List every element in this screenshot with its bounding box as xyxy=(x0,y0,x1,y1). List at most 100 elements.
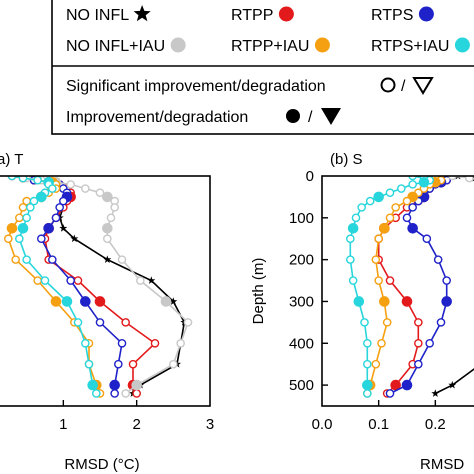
panel-a-point-rtpp xyxy=(121,318,130,327)
panel-a-point-rtps-iau xyxy=(29,196,39,206)
legend-frame xyxy=(51,0,474,135)
panel-b-label: (b) S xyxy=(330,151,363,168)
panel-b-point-rtpp xyxy=(390,379,401,391)
panel-a-x-tick-label: 3 xyxy=(206,416,214,433)
panel-b-point-rtps-iau xyxy=(347,222,359,234)
panel-a-point-rtpp xyxy=(94,296,106,307)
panel-a-point-rtpp-iau xyxy=(18,203,28,212)
panel-a-point-rtps xyxy=(51,213,61,223)
panel-b-point-rtps-iau xyxy=(346,234,355,244)
panel-a-point-rtps xyxy=(117,338,127,348)
panel-b-point-rtpp-iau xyxy=(374,276,383,285)
panel-b-point-rtpp-iau xyxy=(379,296,390,307)
panel-b-point-rtpp-iau xyxy=(377,338,386,348)
significant-improvement-open-circle-icon xyxy=(380,77,396,93)
panel-b-point-rtps xyxy=(407,222,418,234)
panel-b-point-rtpp xyxy=(414,318,423,327)
legend-marker-rtpp-icon xyxy=(278,6,294,22)
legend-marker-rtps-iau-icon xyxy=(454,37,470,53)
panel-a-point-rtpp xyxy=(128,359,138,369)
panel-b-point-rtps xyxy=(422,234,432,244)
panel-b-point-rtpp-iau xyxy=(371,359,381,369)
panel-a-point-rtps-iau xyxy=(22,213,31,223)
panel-b-y-tick-label: 300 xyxy=(289,293,314,310)
panel-a-point-no-infl-iau xyxy=(183,318,193,327)
legend-label-rtpp-iau: RTPP+IAU xyxy=(231,38,309,55)
panel-a-point-rtps xyxy=(114,359,123,369)
panel-b-x-axis-label: RMSD xyxy=(420,456,464,473)
panel-a-point-rtpp-iau xyxy=(15,213,24,223)
panel-b-point-rtpp xyxy=(385,276,395,285)
panel-a-point-no-infl xyxy=(59,224,68,232)
panel-b-point-no-infl xyxy=(431,389,440,397)
panel-b-x-tick-label: 0.2 xyxy=(425,416,446,433)
panel-b-y-tick-label: 200 xyxy=(289,252,314,269)
panel-b-point-rtps-iau xyxy=(363,359,372,369)
panel-b-point-rtps-iau xyxy=(365,196,375,206)
panel-a-point-no-infl-iau xyxy=(102,191,113,203)
panel-b-point-rtps xyxy=(433,255,443,264)
panel-b-y-axis-label: Depth (m) xyxy=(250,258,267,325)
panel-a-x-ticks: 1 2 3 xyxy=(59,400,214,433)
panel-b-y-tick-label: 100 xyxy=(289,210,314,227)
panel-b-point-rtps-iau xyxy=(408,176,417,181)
panel-a-point-rtps xyxy=(59,196,68,206)
panel-a-point-no-infl xyxy=(70,234,79,243)
panel-a-x-tick-label: 2 xyxy=(132,416,140,433)
panel-b-point-rtpp-iau xyxy=(374,234,383,244)
panel-a-point-no-infl-iau xyxy=(169,359,178,369)
legend-rows: NO INFL RTPP RTPS NO INFL+IAU RTPP+IAU RTPS+I… xyxy=(66,5,470,55)
panel-a-point-rtps-iau xyxy=(26,203,35,212)
panel-b-point-rtps xyxy=(385,389,395,398)
panel-a-point-rtps xyxy=(37,234,46,244)
panel-b-point-no-infl-iau xyxy=(465,176,474,183)
legend-label-no-infl-iau: NO INFL+IAU xyxy=(66,38,165,55)
panel-b-point-no-infl xyxy=(448,380,457,389)
panel-b-x-tick-label: 0.1 xyxy=(368,416,389,433)
panel-a-point-no-infl-iau xyxy=(106,213,116,223)
panel-a-point-no-infl-iau xyxy=(136,276,145,285)
legend-marker-rtpp-iau-icon xyxy=(314,37,330,53)
significant-degradation-open-triangle-icon xyxy=(412,77,434,95)
panel-b-point-rtps-iau xyxy=(348,276,358,285)
panel-a-point-rtpp-iau xyxy=(33,276,42,285)
panel-a-point-no-infl-iau xyxy=(103,234,112,244)
panel-b-point-rtps-iau xyxy=(385,188,395,198)
panel-a-point-no-infl-iau xyxy=(95,188,105,198)
panel-a-x-tick-label: 1 xyxy=(59,416,67,433)
panel-a-temperature: (a) T 1 2 3 RMSD (°C) xyxy=(0,151,214,473)
panel-a-label: (a) T xyxy=(0,151,23,168)
panel-b-point-rtps-iau xyxy=(346,255,355,264)
panel-b-series xyxy=(346,176,474,398)
panel-a-point-rtps xyxy=(80,296,91,307)
legend-label-no-infl: NO INFL xyxy=(66,7,129,24)
panel-b-point-rtps xyxy=(436,318,446,327)
panel-a-point-rtps-iau xyxy=(84,359,94,369)
panel-b-point-rtps-iau xyxy=(418,176,430,188)
panel-a-point-rtps-iau xyxy=(22,255,31,264)
panel-b-point-rtps xyxy=(401,379,413,391)
panel-b-frame xyxy=(321,175,474,407)
panel-b-y-tick-label: 400 xyxy=(289,335,314,352)
panel-a-point-rtpp-iau xyxy=(6,222,18,234)
panel-b-point-rtps-iau xyxy=(362,379,373,391)
panel-a-point-rtps-iau xyxy=(18,176,28,183)
panel-b-point-rtps-iau xyxy=(373,191,384,203)
panel-b-point-rtps xyxy=(425,338,434,348)
panel-a-point-rtps-iau xyxy=(81,338,90,348)
panel-b-point-rtpp-iau xyxy=(379,222,390,234)
panel-a-point-rtps xyxy=(43,222,54,234)
panel-b-point-rtpp-iau xyxy=(391,203,400,212)
legend-slash-2: / xyxy=(308,109,313,126)
panel-a-x-axis-label: RMSD (°C) xyxy=(64,456,139,473)
panel-b-point-rtps-iau xyxy=(363,389,372,398)
panel-a-point-no-infl-iau xyxy=(121,389,130,398)
panel-a-point-no-infl xyxy=(147,276,156,284)
panel-a-point-rtps-iau xyxy=(7,176,17,181)
panel-a-point-rtps xyxy=(109,379,120,391)
panel-b-salinity: (b) S 0.00.10.20.30100200300400500 Depth… xyxy=(250,151,474,473)
panel-b-point-rtps-iau xyxy=(360,318,369,327)
panel-a-point-rtps xyxy=(66,276,75,285)
legend-label-rtps-iau: RTPS+IAU xyxy=(371,38,449,55)
